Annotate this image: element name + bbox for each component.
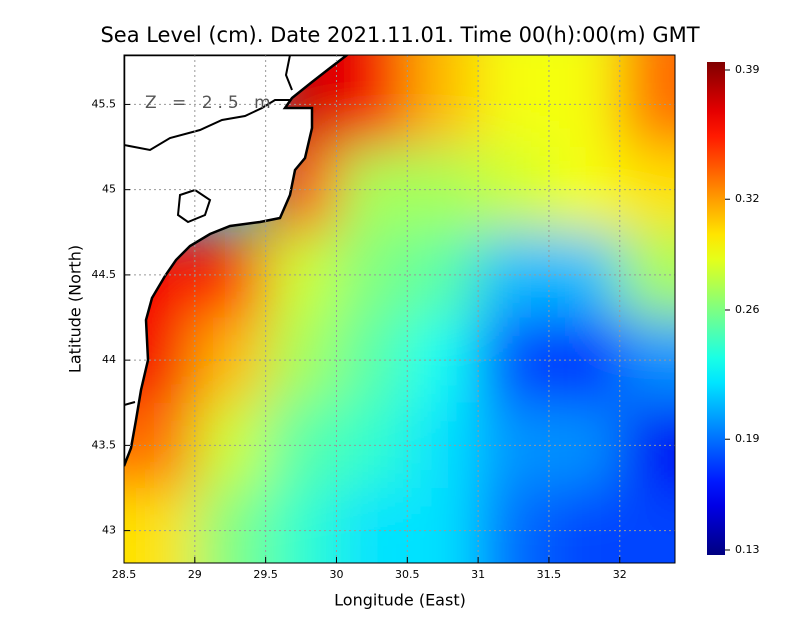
heat-cell [265,317,338,404]
x-tick-label: 29 [188,568,202,581]
heat-cell [478,487,550,563]
heat-cell [407,317,480,404]
heat-cell [548,55,621,149]
heat-cell [407,147,480,234]
heat-cell [407,55,480,149]
heat-cell [336,55,409,149]
colorbar [707,62,725,555]
heat-cell [548,487,621,563]
heat-cell [336,317,409,404]
coastline [124,55,293,406]
heat-cell [336,487,409,563]
heat-cell [194,487,267,563]
y-tick-label: 44 [102,353,116,366]
colorbar-tick-label: 0.13 [735,543,760,556]
y-tick-label: 44.5 [92,268,117,281]
y-axis-label: Latitude (North) [66,245,85,373]
x-tick-label: 28.5 [112,568,137,581]
colorbar-tick-label: 0.39 [735,63,760,76]
x-tick-label: 32 [613,568,627,581]
chart-title: Sea Level (cm). Date 2021.11.01. Time 00… [100,23,699,47]
axes: 28.5 29 29.5 30 30.5 31 31.5 32 43 43.5 44 44.5 45 45… [92,63,760,581]
heat-cell [194,402,267,489]
heat-cell [478,402,550,489]
y-tick-label: 45 [102,183,116,196]
y-tick-label: 43 [102,524,116,537]
heat-cell [336,232,409,319]
grid [124,55,675,563]
colorbar-tick-label: 0.26 [735,303,760,316]
x-tick-label: 31 [471,568,485,581]
x-tick-label: 29.5 [253,568,278,581]
heat-cell [619,55,675,149]
x-tick-label: 30 [329,568,343,581]
heat-cell [265,487,338,563]
heat-cell [265,402,338,489]
heatmap-cells [124,55,675,563]
plot-frame [123,54,676,564]
heatmap-area [124,55,675,563]
annotation: Z = 2.5 m [145,93,276,113]
y-tick-label: 45.5 [92,97,117,110]
heat-cell [619,487,675,563]
heat-cell [336,147,409,234]
heat-cell [124,487,196,563]
y-tick-label: 43.5 [92,438,117,451]
heat-cell [407,402,480,489]
heat-cell [265,232,338,319]
heat-cell [619,402,675,489]
heat-cell [407,232,480,319]
colorbar-tick-label: 0.32 [735,192,760,205]
x-tick-label: 31.5 [537,568,562,581]
colorbar-tick-label: 0.19 [735,432,760,445]
heat-cell [336,402,409,489]
heat-cell [478,55,550,149]
heat-cell [407,487,480,563]
x-tick-label: 30.5 [395,568,420,581]
heat-cell [548,402,621,489]
land [124,55,350,467]
x-axis-label: Longitude (East) [334,591,466,610]
